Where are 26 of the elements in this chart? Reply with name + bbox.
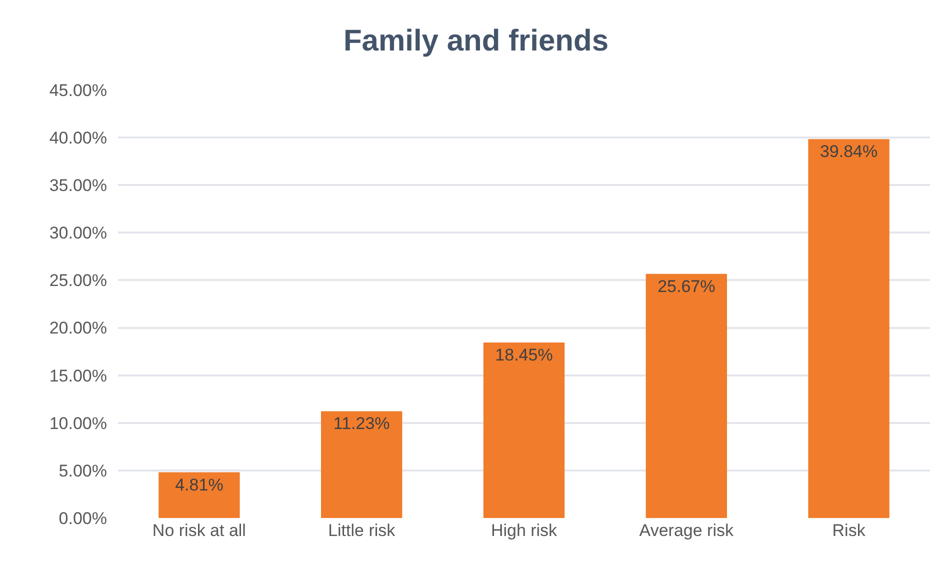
y-tick-label: 40.00% <box>49 128 107 148</box>
bar <box>483 342 565 518</box>
y-tick-label: 20.00% <box>49 318 107 338</box>
data-label: 25.67% <box>658 276 716 296</box>
bar <box>158 472 240 518</box>
data-label: 18.45% <box>495 346 553 365</box>
data-label: 11.23% <box>333 414 390 434</box>
x-tick-label: High risk <box>490 521 558 540</box>
bar <box>808 139 890 518</box>
data-label: 4.81% <box>175 475 224 494</box>
y-tick-label: 0.00% <box>58 508 107 528</box>
y-tick-label: 5.00% <box>58 461 107 480</box>
y-tick-label: 15.00% <box>49 366 107 386</box>
y-tick-label: 30.00% <box>49 224 107 243</box>
y-tick-label: 35.00% <box>49 176 107 196</box>
data-label: 39.84% <box>820 142 878 162</box>
chart-title: Family and friends <box>343 24 609 58</box>
x-tick-label: No risk at all <box>152 521 246 540</box>
y-tick-label: 45.00% <box>49 80 107 100</box>
x-tick-label: Average risk <box>639 521 734 540</box>
y-tick-label: 10.00% <box>49 414 107 433</box>
x-tick-label: Risk <box>832 521 866 540</box>
y-tick-label: 25.00% <box>49 271 107 290</box>
bar <box>646 274 727 518</box>
x-tick-label: Little risk <box>328 521 396 540</box>
bar <box>321 411 402 518</box>
